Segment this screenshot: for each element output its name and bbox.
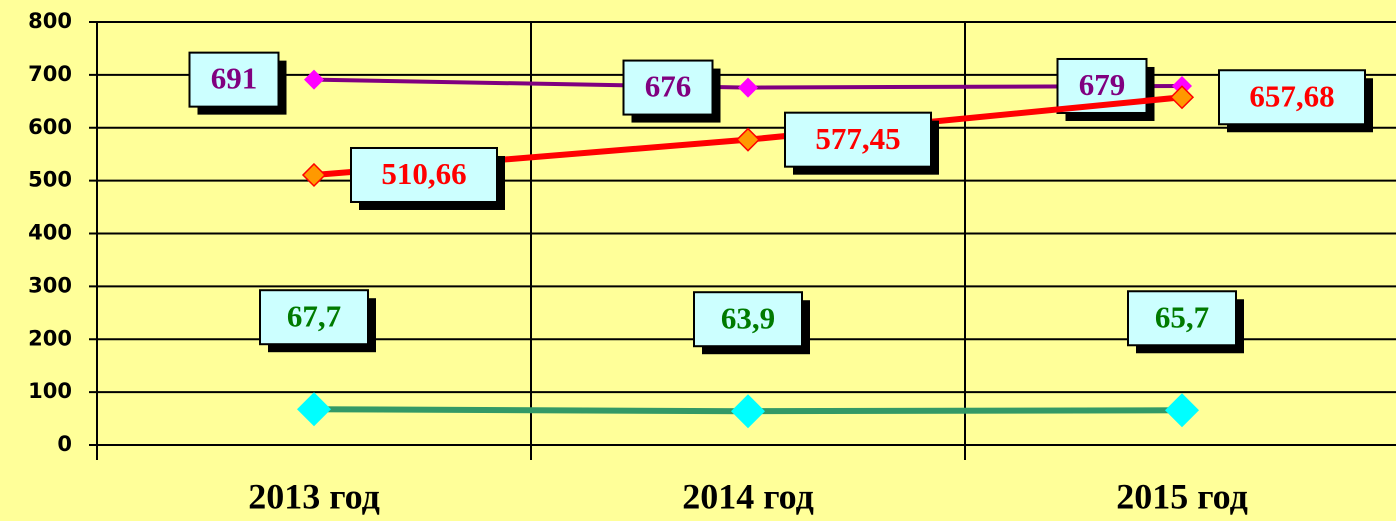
x-tick-label: 2013 год (248, 476, 380, 516)
data-label: 691 (211, 61, 258, 96)
data-label: 657,68 (1249, 78, 1334, 113)
label-box (1218, 69, 1366, 126)
y-tick-label: 800 (28, 9, 72, 33)
marker (1169, 85, 1195, 110)
data-label: 67,7 (287, 298, 341, 333)
y-tick-label: 700 (28, 62, 72, 86)
y-tick-label: 0 (57, 432, 72, 456)
data-label: 577,45 (815, 121, 900, 156)
label-box (350, 146, 498, 203)
y-tick-label: 500 (28, 168, 72, 192)
data-label: 65,7 (1155, 299, 1209, 334)
marker (301, 162, 327, 188)
label-box (1127, 290, 1237, 347)
label-box (259, 289, 369, 346)
label-box (784, 111, 932, 168)
y-tick-label: 200 (28, 326, 72, 350)
label-box (188, 51, 280, 108)
marker (735, 127, 761, 152)
label-box (693, 291, 803, 348)
label-box (622, 59, 714, 116)
data-label: 679 (1079, 67, 1126, 102)
marker (731, 394, 765, 429)
marker (738, 77, 758, 98)
x-tick-label: 2015 год (1116, 476, 1248, 516)
marker (297, 392, 331, 427)
y-tick-label: 300 (28, 273, 72, 297)
y-tick-label: 100 (28, 379, 72, 403)
marker (1165, 393, 1199, 428)
y-tick-label: 600 (28, 115, 72, 139)
data-label: 510,66 (381, 156, 466, 191)
data-label: 63,9 (721, 300, 775, 335)
marker (304, 69, 324, 90)
x-tick-label: 2014 год (682, 476, 814, 516)
y-tick-label: 400 (28, 221, 72, 245)
data-label: 676 (645, 69, 692, 104)
